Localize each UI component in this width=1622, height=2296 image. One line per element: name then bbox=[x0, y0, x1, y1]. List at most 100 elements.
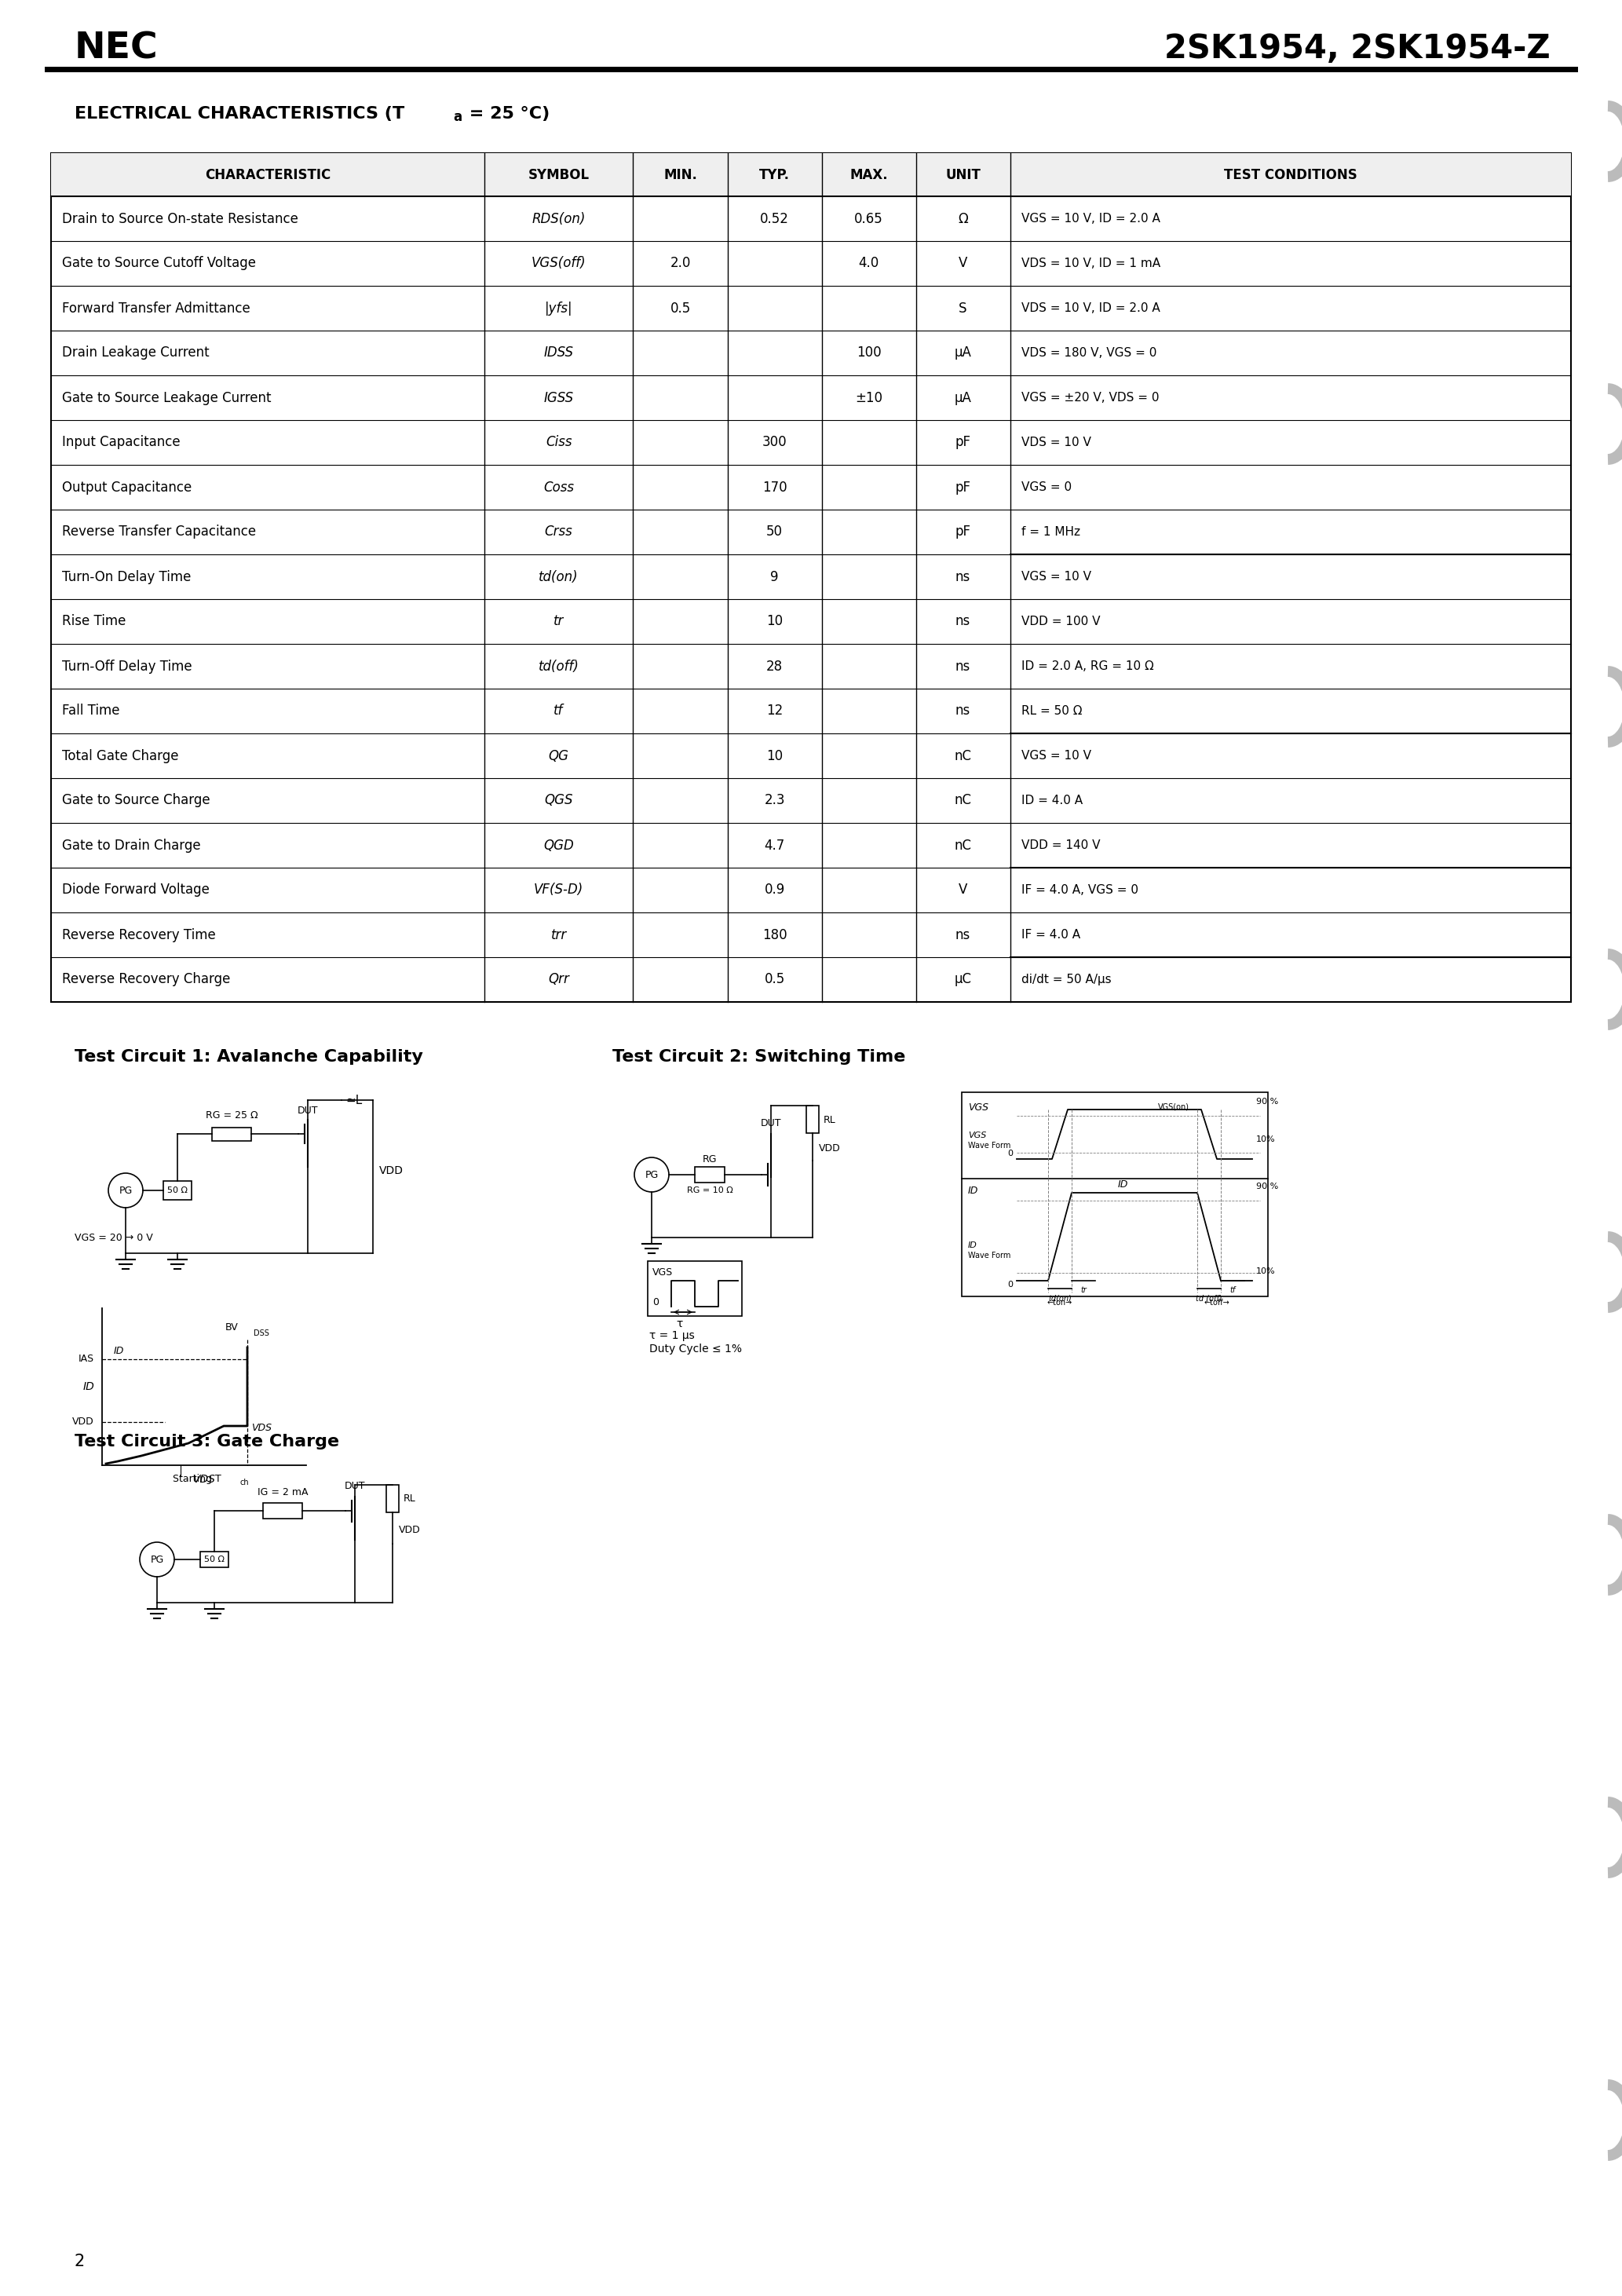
Text: VGS(off): VGS(off) bbox=[532, 257, 586, 271]
Text: V: V bbox=[959, 257, 967, 271]
Text: 0.52: 0.52 bbox=[761, 211, 788, 225]
Text: 180: 180 bbox=[762, 928, 787, 941]
Text: 9: 9 bbox=[770, 569, 779, 583]
Text: ID: ID bbox=[1118, 1180, 1127, 1189]
Text: 2.0: 2.0 bbox=[670, 257, 691, 271]
Text: MAX.: MAX. bbox=[850, 168, 887, 181]
Text: S: S bbox=[959, 301, 967, 315]
Text: 0.5: 0.5 bbox=[764, 974, 785, 987]
Text: Fall Time: Fall Time bbox=[62, 705, 120, 719]
Text: Gate to Drain Charge: Gate to Drain Charge bbox=[62, 838, 201, 852]
Text: 0: 0 bbox=[1007, 1150, 1014, 1157]
Text: DSS: DSS bbox=[253, 1329, 269, 1336]
Text: Test Circuit 1: Avalanche Capability: Test Circuit 1: Avalanche Capability bbox=[75, 1049, 423, 1065]
Text: VDS = 180 V, VGS = 0: VDS = 180 V, VGS = 0 bbox=[1022, 347, 1156, 358]
Text: 10: 10 bbox=[766, 748, 783, 762]
Text: 50 Ω: 50 Ω bbox=[167, 1187, 188, 1194]
Text: tf: tf bbox=[553, 705, 563, 719]
Text: Ω: Ω bbox=[959, 211, 968, 225]
Text: DUT: DUT bbox=[297, 1104, 318, 1116]
Text: |yfs|: |yfs| bbox=[545, 301, 573, 315]
Text: ID: ID bbox=[968, 1242, 978, 1249]
Text: 2SK1954, 2SK1954-Z: 2SK1954, 2SK1954-Z bbox=[1165, 32, 1551, 64]
Text: 50 Ω: 50 Ω bbox=[204, 1554, 224, 1564]
Text: Drain Leakage Current: Drain Leakage Current bbox=[62, 347, 209, 360]
Text: QGD: QGD bbox=[543, 838, 574, 852]
Bar bbox=[200, 1552, 229, 1568]
Text: VGS = 0: VGS = 0 bbox=[1022, 482, 1072, 494]
Text: di/dt = 50 A/μs: di/dt = 50 A/μs bbox=[1022, 974, 1111, 985]
Text: Wave Form: Wave Form bbox=[968, 1251, 1011, 1261]
Text: V: V bbox=[959, 884, 967, 898]
Bar bbox=[806, 1107, 819, 1134]
Text: Starting T: Starting T bbox=[172, 1474, 221, 1486]
Text: Coss: Coss bbox=[543, 480, 574, 494]
Text: PG: PG bbox=[151, 1554, 164, 1564]
Text: NEC: NEC bbox=[75, 32, 159, 67]
Text: 170: 170 bbox=[762, 480, 787, 494]
Text: ID = 4.0 A: ID = 4.0 A bbox=[1022, 794, 1082, 806]
Text: td(on): td(on) bbox=[539, 569, 579, 583]
Text: 12: 12 bbox=[766, 705, 783, 719]
Text: IG = 2 mA: IG = 2 mA bbox=[258, 1488, 308, 1497]
Text: = 25 °C): = 25 °C) bbox=[464, 106, 550, 122]
Text: Test Circuit 3: Gate Charge: Test Circuit 3: Gate Charge bbox=[75, 1433, 339, 1449]
Text: ns: ns bbox=[955, 928, 970, 941]
Text: td (off): td (off) bbox=[1195, 1295, 1223, 1302]
Text: PG: PG bbox=[118, 1185, 133, 1196]
Text: BV: BV bbox=[225, 1322, 238, 1334]
Text: ns: ns bbox=[955, 659, 970, 673]
Text: pF: pF bbox=[955, 436, 972, 450]
Bar bbox=[50, 154, 1572, 195]
Text: VDS = 10 V, ID = 1 mA: VDS = 10 V, ID = 1 mA bbox=[1022, 257, 1160, 269]
Text: DUT: DUT bbox=[761, 1118, 782, 1127]
Text: 0: 0 bbox=[1007, 1281, 1014, 1288]
Bar bbox=[50, 154, 1572, 1001]
Text: CHARACTERISTIC: CHARACTERISTIC bbox=[204, 168, 331, 181]
Text: VDD = 100 V: VDD = 100 V bbox=[1022, 615, 1100, 627]
Text: ns: ns bbox=[955, 615, 970, 629]
Text: TYP.: TYP. bbox=[759, 168, 790, 181]
Text: ←ton→: ←ton→ bbox=[1048, 1300, 1072, 1306]
Text: ID: ID bbox=[968, 1185, 978, 1196]
Text: SYMBOL: SYMBOL bbox=[529, 168, 589, 181]
Text: Turn-On Delay Time: Turn-On Delay Time bbox=[62, 569, 191, 583]
Text: 10: 10 bbox=[766, 615, 783, 629]
Text: Duty Cycle ≤ 1%: Duty Cycle ≤ 1% bbox=[649, 1343, 741, 1355]
Text: VGS: VGS bbox=[652, 1267, 673, 1279]
Text: pF: pF bbox=[955, 526, 972, 540]
Text: nC: nC bbox=[954, 794, 972, 808]
Text: RDS(on): RDS(on) bbox=[532, 211, 586, 225]
Text: RL = 50 Ω: RL = 50 Ω bbox=[1022, 705, 1082, 716]
Text: Ciss: Ciss bbox=[545, 436, 573, 450]
Text: Drain to Source On-state Resistance: Drain to Source On-state Resistance bbox=[62, 211, 298, 225]
Text: Total Gate Charge: Total Gate Charge bbox=[62, 748, 178, 762]
Text: nC: nC bbox=[954, 838, 972, 852]
Text: VGS = 10 V, ID = 2.0 A: VGS = 10 V, ID = 2.0 A bbox=[1022, 214, 1160, 225]
Text: Gate to Source Charge: Gate to Source Charge bbox=[62, 794, 211, 808]
Text: td(off): td(off) bbox=[539, 659, 579, 673]
Text: 2.3: 2.3 bbox=[764, 794, 785, 808]
Bar bbox=[263, 1504, 302, 1518]
Text: VGS = 10 V: VGS = 10 V bbox=[1022, 572, 1092, 583]
Text: 0.65: 0.65 bbox=[855, 211, 884, 225]
Text: ELECTRICAL CHARACTERISTICS (T: ELECTRICAL CHARACTERISTICS (T bbox=[75, 106, 404, 122]
Text: IF = 4.0 A: IF = 4.0 A bbox=[1022, 930, 1080, 941]
Text: 50: 50 bbox=[766, 526, 783, 540]
Text: VGS: VGS bbox=[968, 1132, 986, 1139]
Text: μA: μA bbox=[954, 390, 972, 404]
Text: Test Circuit 2: Switching Time: Test Circuit 2: Switching Time bbox=[613, 1049, 905, 1065]
Bar bbox=[386, 1486, 399, 1513]
Text: VDS = 10 V: VDS = 10 V bbox=[1022, 436, 1092, 448]
Text: f = 1 MHz: f = 1 MHz bbox=[1022, 526, 1080, 537]
Text: VGS = ±20 V, VDS = 0: VGS = ±20 V, VDS = 0 bbox=[1022, 393, 1158, 404]
Text: RG = 10 Ω: RG = 10 Ω bbox=[686, 1187, 733, 1194]
Text: ±10: ±10 bbox=[855, 390, 882, 404]
Text: RL: RL bbox=[824, 1114, 835, 1125]
Text: Forward Transfer Admittance: Forward Transfer Admittance bbox=[62, 301, 250, 315]
Text: ch: ch bbox=[240, 1479, 248, 1486]
Text: 0.5: 0.5 bbox=[670, 301, 691, 315]
Text: VDD: VDD bbox=[380, 1166, 404, 1176]
Bar bbox=[164, 1180, 191, 1201]
Text: tr: tr bbox=[553, 615, 564, 629]
